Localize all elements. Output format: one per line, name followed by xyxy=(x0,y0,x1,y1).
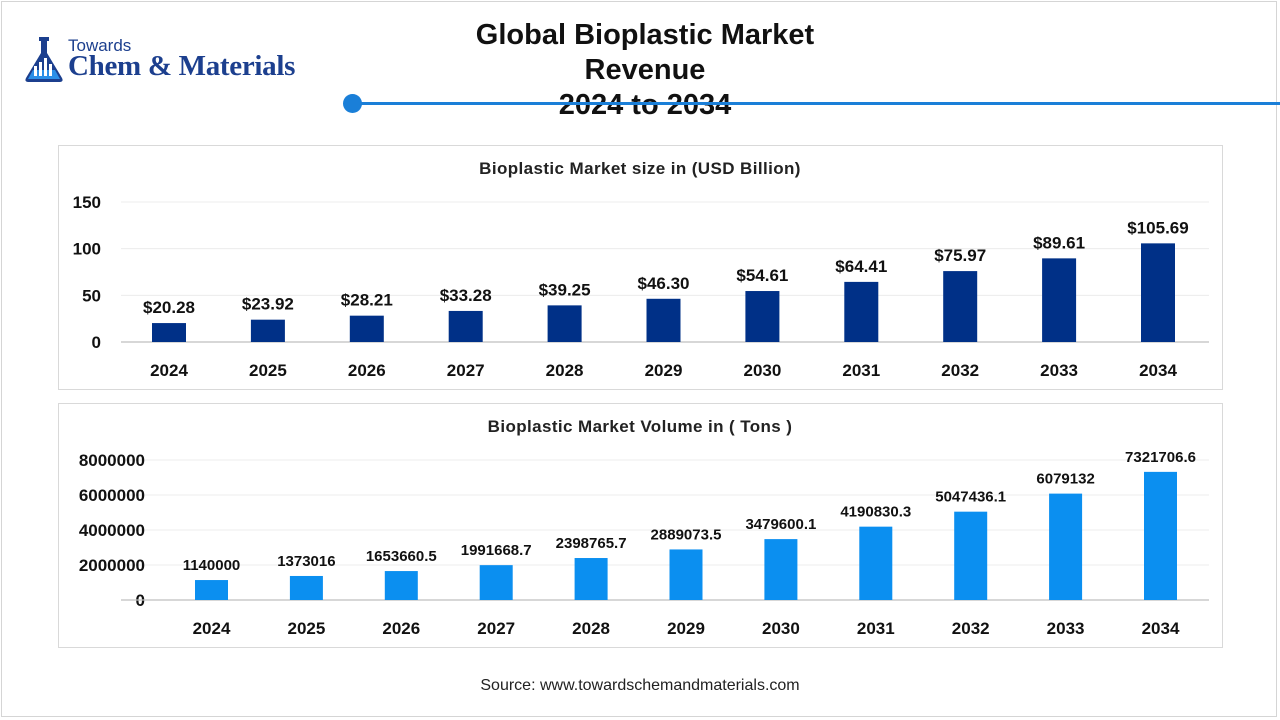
y-tick-label: 150 xyxy=(73,193,101,212)
flask-logo-icon xyxy=(25,37,63,82)
brand-logo[interactable]: Towards Chem & Materials xyxy=(22,34,342,90)
data-label: $75.97 xyxy=(934,246,986,265)
bar-2032 xyxy=(943,271,978,342)
bar-2027 xyxy=(448,310,483,342)
y-tick-label: 4000000 xyxy=(79,521,145,540)
x-tick-label: 2033 xyxy=(1047,619,1085,638)
x-tick-label: 2029 xyxy=(645,361,683,380)
title-accent-dot xyxy=(343,94,362,113)
bar-2029 xyxy=(646,298,681,342)
x-tick-label: 2030 xyxy=(762,619,800,638)
x-tick-label: 2031 xyxy=(857,619,895,638)
page-title: Global Bioplastic Market Revenue 2024 to… xyxy=(440,18,850,123)
bar-2026 xyxy=(384,571,418,600)
data-label: 1991668.7 xyxy=(461,542,532,559)
bar-2031 xyxy=(844,281,879,342)
data-label: $28.21 xyxy=(341,291,393,310)
y-tick-label: 6000000 xyxy=(79,486,145,505)
data-label: $23.92 xyxy=(242,295,294,314)
bar-2026 xyxy=(349,315,384,342)
x-tick-label: 2031 xyxy=(842,361,880,380)
bar-2025 xyxy=(289,575,323,600)
bar-2027 xyxy=(479,565,513,600)
x-tick-label: 2025 xyxy=(249,361,287,380)
bar-2030 xyxy=(764,539,798,600)
chart-title: Bioplastic Market Volume in ( Tons ) xyxy=(488,417,793,436)
bar-2029 xyxy=(669,549,703,600)
data-label: 6079132 xyxy=(1036,471,1094,488)
y-tick-label: 50 xyxy=(82,286,101,305)
x-tick-label: 2027 xyxy=(477,619,515,638)
logo-small-text: Towards xyxy=(68,36,132,55)
bar-2033 xyxy=(1042,258,1077,342)
chart-title: Bioplastic Market size in (USD Billion) xyxy=(479,159,801,178)
y-tick-label: 8000000 xyxy=(79,451,145,470)
data-label: $33.28 xyxy=(440,286,492,305)
bar-2025 xyxy=(250,319,285,342)
title-line-2: 2024 to 2034 xyxy=(558,89,732,121)
x-tick-label: 2029 xyxy=(667,619,705,638)
data-label: 2889073.5 xyxy=(651,526,722,543)
market-volume-chart: Bioplastic Market Volume in ( Tons )0200… xyxy=(79,417,1209,638)
title-accent-line xyxy=(352,102,1280,105)
market-size-chart-panel: Bioplastic Market size in (USD Billion) 0… xyxy=(58,145,1223,390)
data-label: 5047436.1 xyxy=(935,489,1006,506)
data-label: $105.69 xyxy=(1127,218,1188,237)
data-label: 1373016 xyxy=(277,553,335,570)
x-tick-label: 2034 xyxy=(1142,619,1180,638)
data-label: 7321706.6 xyxy=(1125,449,1196,466)
bar-2028 xyxy=(547,305,582,342)
market-size-chart: Bioplastic Market size in (USD Billion) 0… xyxy=(73,159,1209,380)
y-tick-label: 2000000 xyxy=(79,556,145,575)
data-label: 3479600.1 xyxy=(745,516,816,533)
x-tick-label: 2026 xyxy=(348,361,386,380)
market-volume-chart-panel: Bioplastic Market Volume in ( Tons ) 0 200… xyxy=(58,403,1223,648)
x-tick-label: 2025 xyxy=(287,619,325,638)
source-note: Source: www.towardschemandmaterials.com xyxy=(480,677,800,694)
data-label: $89.61 xyxy=(1033,233,1085,252)
data-label: 1653660.5 xyxy=(366,548,437,565)
x-tick-label: 2026 xyxy=(382,619,420,638)
bar-2033 xyxy=(1049,493,1083,600)
data-label: $54.61 xyxy=(736,266,788,285)
data-label: $39.25 xyxy=(539,280,591,299)
data-label: 4190830.3 xyxy=(840,504,911,521)
data-label: 2398765.7 xyxy=(556,535,627,552)
x-tick-label: 2028 xyxy=(572,619,610,638)
bar-2031 xyxy=(859,526,893,600)
x-tick-label: 2030 xyxy=(743,361,781,380)
y-tick-label: 100 xyxy=(73,240,101,259)
data-label: $64.41 xyxy=(835,257,887,276)
bar-2034 xyxy=(1144,471,1177,600)
x-tick-label: 2027 xyxy=(447,361,485,380)
bar-2032 xyxy=(954,511,988,600)
data-label: $20.28 xyxy=(143,298,195,317)
bar-2024 xyxy=(195,580,228,600)
x-tick-label: 2032 xyxy=(941,361,979,380)
x-tick-label: 2033 xyxy=(1040,361,1078,380)
x-tick-label: 2028 xyxy=(546,361,584,380)
x-tick-label: 2024 xyxy=(193,619,231,638)
y-tick-label: 0 xyxy=(92,333,101,352)
bar-2028 xyxy=(574,558,608,600)
logo-big-text: Chem & Materials xyxy=(68,50,296,82)
x-tick-label: 2032 xyxy=(952,619,990,638)
title-line-1: Global Bioplastic Market Revenue xyxy=(475,19,815,86)
bar-2030 xyxy=(745,291,780,342)
bar-2024 xyxy=(152,323,186,342)
bar-2034 xyxy=(1141,243,1175,342)
data-label: $46.30 xyxy=(638,274,690,293)
x-tick-label: 2024 xyxy=(150,361,188,380)
x-tick-label: 2034 xyxy=(1139,361,1177,380)
data-label: 1140000 xyxy=(183,557,241,574)
